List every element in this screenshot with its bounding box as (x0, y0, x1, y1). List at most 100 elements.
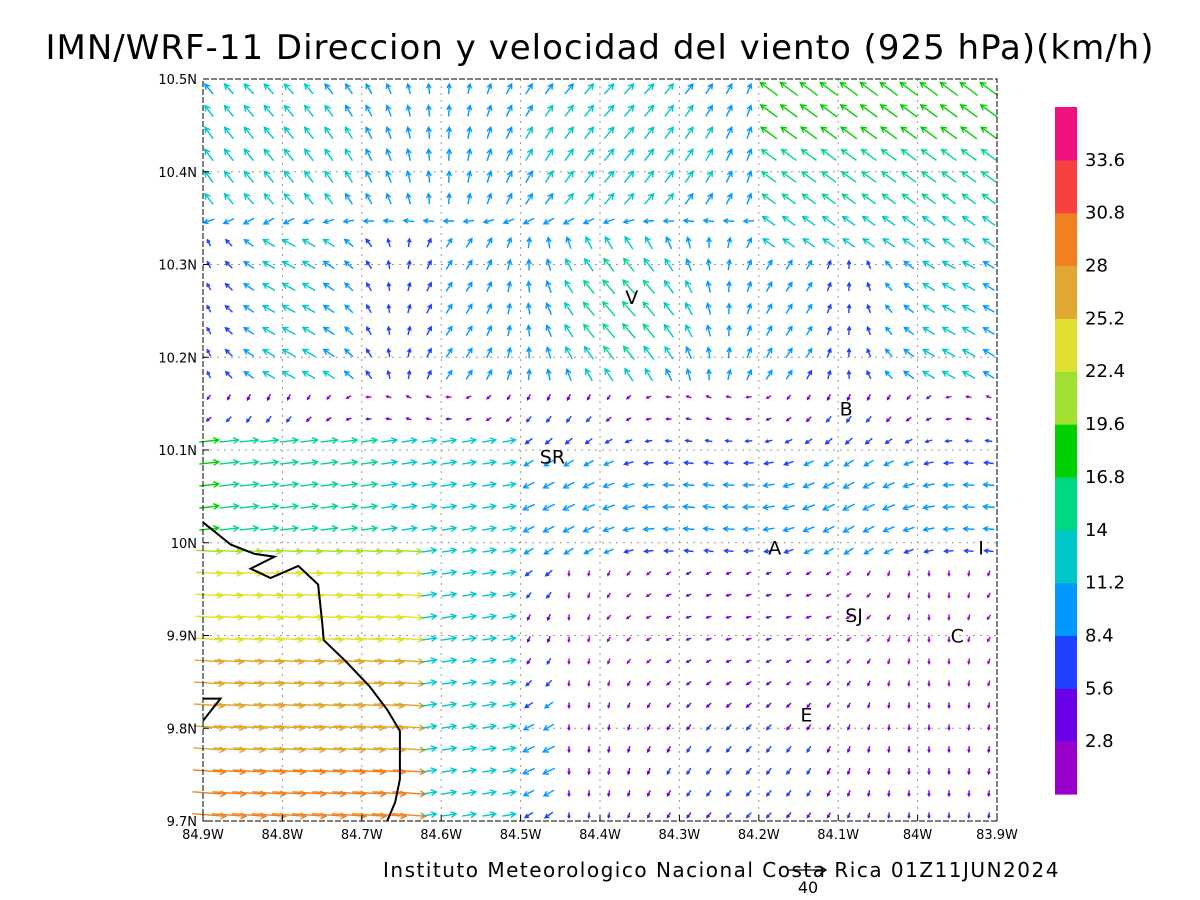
wind-arrow (425, 125, 432, 139)
wind-arrow (425, 169, 432, 183)
wind-arrow (945, 395, 952, 399)
wind-arrow (239, 458, 260, 466)
wind-arrow (206, 394, 212, 401)
wind-arrow (725, 745, 732, 753)
wind-arrow (626, 636, 632, 642)
wind-arrow (643, 148, 655, 162)
wind-arrow (324, 170, 334, 184)
wind-arrow (445, 259, 453, 270)
wind-arrow (726, 324, 732, 337)
wind-arrow (505, 125, 513, 139)
wind-arrow (441, 481, 458, 489)
wind-arrow (603, 83, 615, 95)
wind-arrow (607, 724, 611, 731)
wind-arrow (343, 238, 354, 248)
wind-arrow (745, 745, 752, 753)
wind-arrow (621, 504, 635, 511)
wind-arrow (405, 125, 412, 139)
wind-arrow (765, 259, 773, 271)
wind-arrow (919, 81, 939, 97)
wind-arrow (223, 83, 234, 95)
wind-arrow (242, 348, 255, 357)
wind-arrow (705, 301, 712, 315)
wind-arrow (647, 724, 651, 731)
wind-arrow (701, 503, 715, 510)
wind-arrow (947, 680, 951, 687)
wind-arrow (605, 416, 612, 422)
wind-arrow (662, 218, 675, 224)
wind-arrow (884, 282, 893, 292)
wind-arrow (746, 280, 753, 293)
wind-arrow (839, 126, 858, 140)
wind-arrow (922, 326, 936, 336)
wind-arrow (446, 169, 453, 183)
wind-arrow (900, 148, 917, 161)
wind-arrow (686, 812, 692, 819)
wind-arrow (623, 548, 634, 554)
wind-arrow (505, 192, 513, 205)
wind-arrow (522, 481, 535, 489)
wind-arrow (942, 526, 955, 533)
wind-arrow (863, 459, 874, 467)
wind-arrow (261, 282, 276, 292)
wind-arrow (941, 215, 956, 226)
wind-arrow (799, 81, 819, 97)
wind-arrow (603, 192, 615, 205)
wind-arrow (295, 569, 324, 577)
wind-arrow (622, 257, 635, 272)
wind-arrow (646, 745, 651, 754)
wind-arrow (959, 81, 979, 97)
wind-arrow (761, 215, 776, 226)
wind-arrow (825, 570, 832, 576)
wind-arrow (567, 768, 571, 776)
wind-arrow (567, 746, 571, 754)
wind-arrow (259, 437, 280, 444)
wind-arrow (684, 438, 693, 443)
wind-arrow (564, 126, 574, 140)
city-label: SR (540, 447, 565, 469)
wind-arrow (843, 547, 854, 555)
wind-arrow (461, 811, 478, 819)
wind-arrow (746, 147, 753, 161)
wind-arrow (542, 789, 555, 797)
wind-arrow (225, 416, 232, 423)
wind-arrow (587, 680, 591, 687)
wind-arrow (623, 126, 635, 140)
wind-arrow (643, 104, 655, 117)
wind-arrow (784, 438, 793, 444)
wind-arrow (760, 171, 777, 183)
wind-arrow (627, 702, 631, 709)
wind-arrow (425, 104, 432, 117)
wind-arrow (281, 370, 296, 380)
wind-arrow (283, 148, 295, 162)
wind-arrow (642, 460, 654, 466)
wind-arrow (686, 767, 692, 776)
wind-arrow (194, 636, 225, 644)
wind-arrow (725, 82, 733, 95)
wind-arrow (765, 325, 773, 337)
wind-arrow (903, 348, 915, 358)
wind-arrow (466, 125, 473, 139)
wind-arrow (961, 260, 976, 270)
wind-arrow (685, 323, 693, 338)
wind-arrow (745, 637, 752, 641)
wind-arrow (623, 104, 635, 117)
wind-arrow (421, 459, 438, 467)
wind-arrow (261, 370, 276, 380)
wind-arrow (725, 125, 733, 139)
wind-arrow (826, 281, 832, 292)
wind-arrow (607, 767, 611, 776)
colorbar-segment (1055, 159, 1077, 214)
wind-arrow (682, 460, 694, 466)
wind-arrow (445, 303, 453, 314)
wind-arrow (239, 480, 260, 488)
wind-arrow (986, 592, 991, 599)
wind-arrow (326, 394, 332, 400)
wind-arrow (844, 437, 853, 445)
wind-arrow (841, 238, 856, 248)
wind-arrow (303, 148, 314, 162)
wind-arrow (446, 192, 452, 205)
wind-arrow (887, 702, 891, 709)
wind-arrow (726, 236, 733, 249)
